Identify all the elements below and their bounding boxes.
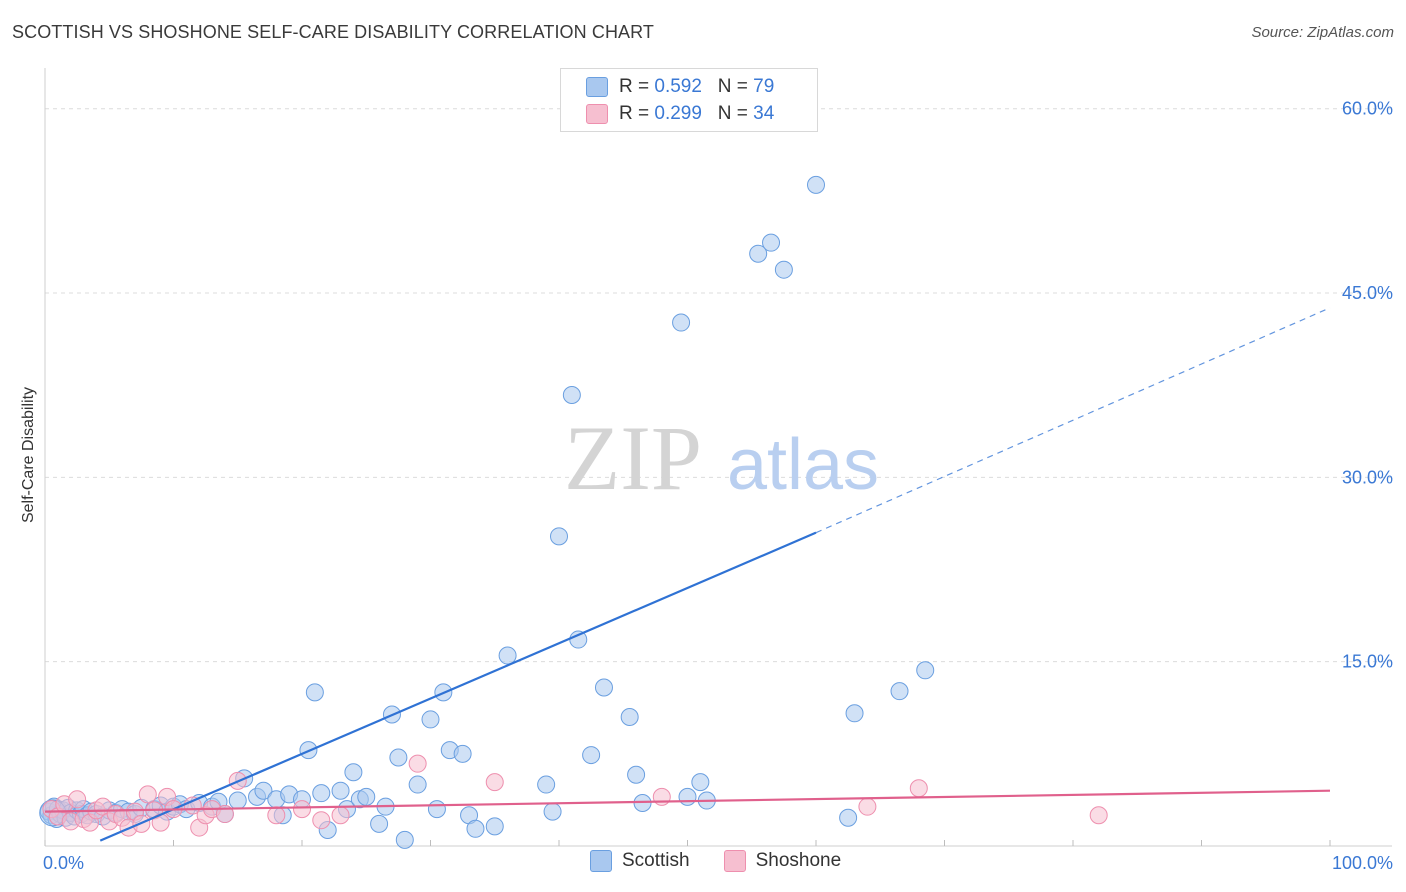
scottish-point [749, 244, 768, 263]
shoshone-point [909, 779, 928, 798]
legend-item-scottish[interactable]: Scottish [590, 850, 690, 872]
watermark: ZIP atlas [564, 407, 879, 509]
scottish-point [594, 678, 613, 697]
shoshone-point [1089, 806, 1108, 825]
scottish-point [357, 787, 376, 806]
shoshone-point [68, 790, 87, 809]
scottish-point [582, 746, 601, 765]
legend-r-value: 0.592 [654, 76, 702, 97]
scottish-point [537, 775, 556, 794]
shoshone-point [312, 811, 331, 830]
scottish-point [620, 707, 639, 726]
chart-title: SCOTTISH VS SHOSHONE SELF-CARE DISABILIT… [12, 22, 655, 42]
scottish-swatch [586, 77, 608, 97]
scottish-point [228, 791, 247, 810]
shoshone-point [293, 800, 311, 819]
x-tick-label-min: 0.0% [43, 853, 84, 873]
scottish-points [39, 175, 935, 849]
scottish-point [395, 830, 414, 849]
scottish-point [408, 775, 427, 794]
series-legend: Scottish Shoshone [590, 850, 875, 872]
legend-row-scottish: R = 0.592 N = 79 [586, 75, 775, 99]
scottish-point [890, 682, 909, 701]
scottish-legend-swatch [590, 850, 612, 872]
watermark-atlas: atlas [727, 425, 879, 505]
scottish-point [839, 808, 858, 827]
tick-labels: 15.0% 30.0% 45.0% 60.0% 0.0% 100.0% [43, 99, 1393, 873]
watermark-zip: ZIP [564, 407, 702, 509]
legend-label-scottish: Scottish [622, 850, 690, 871]
shoshone-legend-swatch [723, 850, 746, 872]
scottish-point [562, 386, 581, 405]
scottish-point [916, 661, 935, 680]
shoshone-trend-line [44, 789, 1331, 813]
legend-r-label: R = [619, 76, 655, 97]
source-label: Source: ZipAtlas.com [1251, 24, 1394, 41]
scottish-point [331, 781, 350, 800]
scottish-point [774, 260, 793, 279]
x-tick-label-max: 100.0% [1332, 853, 1393, 873]
scottish-point [312, 784, 331, 803]
y-tick-label: 45.0% [1342, 283, 1393, 303]
shoshone-point [652, 787, 671, 806]
legend-n-label: N = [717, 76, 754, 97]
legend-n-label: N = [717, 103, 754, 124]
axes [44, 68, 1392, 847]
trend-lines [44, 307, 1331, 842]
legend-row-shoshone: R = 0.299 N = 34 [586, 102, 775, 126]
scottish-point [254, 781, 273, 800]
legend-r-value: 0.299 [654, 103, 702, 124]
scottish-point [305, 683, 324, 702]
scottish-trend-extension [815, 307, 1331, 534]
y-tick-label: 15.0% [1342, 652, 1393, 672]
scottish-point [762, 233, 781, 252]
scottish-point [691, 773, 710, 792]
scottish-point [344, 763, 363, 782]
scottish-point [466, 819, 485, 838]
legend-item-shoshone[interactable]: Shoshone [723, 850, 842, 872]
shoshone-point [485, 773, 504, 792]
scottish-point [672, 313, 691, 332]
scottish-point [389, 748, 408, 767]
shoshone-point [858, 797, 877, 816]
scottish-point [498, 646, 517, 665]
shoshone-point [408, 754, 427, 773]
scottish-point [569, 630, 588, 649]
stats-legend: R = 0.592 N = 79 R = 0.299 N = 34 [560, 68, 818, 132]
legend-r-label: R = [619, 103, 655, 124]
scottish-point [543, 802, 562, 821]
grid-lines [45, 108, 1392, 663]
scottish-point [550, 527, 568, 546]
scottish-point [845, 704, 864, 723]
legend-label-shoshone: Shoshone [755, 850, 842, 871]
scottish-point [427, 800, 446, 819]
scottish-point [678, 787, 697, 806]
scottish-point [453, 744, 472, 763]
scottish-point [627, 765, 646, 784]
legend-n-value: 34 [753, 103, 775, 124]
legend-n-value: 79 [753, 76, 775, 97]
scottish-point [370, 814, 389, 833]
y-tick-label: 60.0% [1342, 99, 1393, 119]
shoshone-point [267, 806, 286, 825]
scottish-point [485, 817, 504, 836]
scottish-point [807, 175, 825, 194]
scottish-trend-line [99, 531, 817, 842]
shoshone-swatch [586, 104, 608, 124]
shoshone-point [331, 806, 350, 825]
shoshone-point [138, 785, 157, 804]
scottish-point [421, 710, 440, 729]
y-tick-label: 30.0% [1342, 467, 1393, 487]
